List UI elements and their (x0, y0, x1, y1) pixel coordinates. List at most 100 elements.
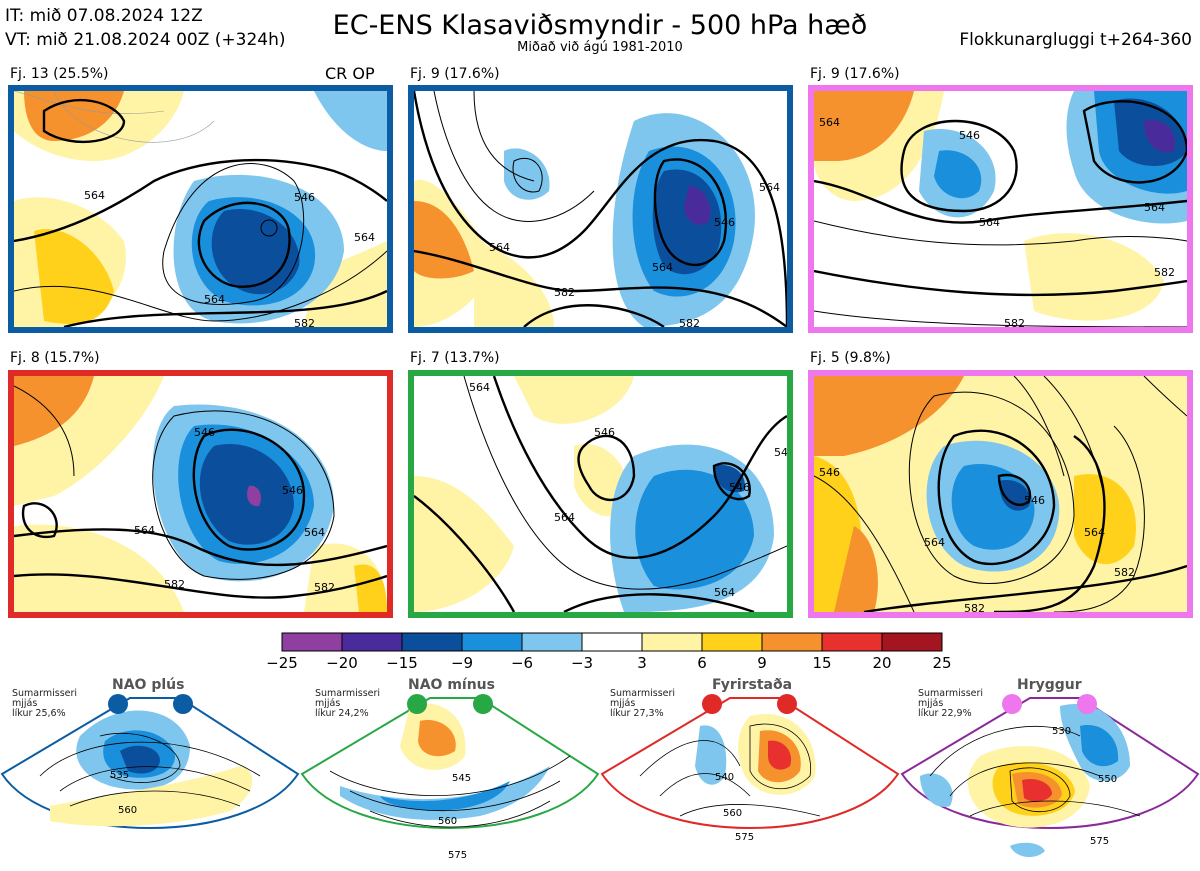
classification-window: Flokkunargluggi t+264-360 (959, 30, 1192, 50)
contour-label: 582 (1154, 266, 1175, 279)
contour-label: 564 (714, 586, 735, 599)
regime-dot (1002, 694, 1022, 714)
valid-time: VT: mið 21.08.2024 00Z (+324h) (5, 30, 286, 50)
contour-label: 582 (1114, 566, 1135, 579)
colorbar-cell (461, 632, 523, 652)
regime-info-line: Sumarmisseri (918, 688, 984, 699)
colorbar-cell (761, 632, 823, 652)
colorbar-tick-label: −20 (326, 654, 358, 672)
regime-dot (777, 694, 797, 714)
colorbar-tick-label: −3 (570, 654, 594, 672)
contour-label: 560 (438, 816, 457, 827)
page-title: EC-ENS Klasaviðsmyndir - 500 hPa hæð (332, 10, 868, 41)
colorbar-cell (881, 632, 943, 652)
regime-info-line: mjjás (12, 698, 38, 709)
contour-label: 545 (452, 773, 471, 784)
colorbar-cell (341, 632, 403, 652)
contour-label: 564 (489, 241, 510, 254)
contour-label: 564 (354, 231, 375, 244)
regime-info-line: líkur 24,2% (315, 708, 369, 719)
regime-dot (1077, 694, 1097, 714)
regime-info-line: mjjás (315, 698, 341, 709)
colorbar-tick-label: 9 (757, 654, 767, 672)
regime-title: Fyrirstaða (712, 677, 793, 693)
colorbar-cell (581, 632, 643, 652)
regime-dot (407, 694, 427, 714)
contour-label: 564 (759, 181, 780, 194)
contour-label: 582 (164, 578, 185, 591)
contour-label: 540 (715, 772, 734, 783)
regime-ridge: Sumarmisseri mjjás líkur 22,9% Hryggur 5… (900, 676, 1200, 871)
contour-label: 575 (735, 832, 754, 843)
cr-op-label: CR OP (325, 64, 375, 83)
contour-label: 564 (134, 524, 155, 537)
regime-info-line: líkur 27,3% (610, 708, 664, 719)
panel-2-label: Fj. 9 (17.6%) (410, 66, 500, 82)
regime-info-line: mjjás (918, 698, 944, 709)
regime-dot (702, 694, 722, 714)
regime-info-line: Sumarmisseri (12, 688, 78, 699)
contour-label: 582 (314, 581, 335, 594)
contour-label: 575 (1090, 836, 1109, 847)
colorbar-cell (701, 632, 763, 652)
contour-label: 564 (304, 526, 325, 539)
contour-label: 530 (1052, 726, 1071, 737)
cluster-map-2: 564 546 564 582 582 564 (408, 85, 793, 333)
cluster-map-6: 546 546 564 564 582 582 (808, 370, 1193, 618)
contour-label: 546 (194, 426, 215, 439)
colorbar-tick-label: −15 (386, 654, 418, 672)
colorbar-cell (401, 632, 463, 652)
colorbar-tick-label: 6 (697, 654, 707, 672)
colorbar-tick-label: −25 (266, 654, 298, 672)
init-time: IT: mið 07.08.2024 12Z (5, 6, 203, 26)
contour-label: 546 (714, 216, 735, 229)
contour-label: 564 (204, 293, 225, 306)
regime-dot (173, 694, 193, 714)
colorbar-tick-label: 20 (872, 654, 892, 672)
contour-label: 582 (1004, 317, 1025, 327)
contour-label: 550 (1098, 774, 1117, 785)
regime-info-line: mjjás (610, 698, 636, 709)
contour-label: 546 (774, 446, 787, 459)
contour-label: 582 (679, 317, 700, 327)
panel-4-label: Fj. 8 (15.7%) (10, 350, 100, 366)
contour-label: 546 (819, 466, 840, 479)
colorbar-tick-label: 15 (812, 654, 832, 672)
regime-dot (108, 694, 128, 714)
panel-3-label: Fj. 9 (17.6%) (810, 66, 900, 82)
colorbar (281, 632, 943, 652)
colorbar-cell (281, 632, 343, 652)
colorbar-cell (821, 632, 883, 652)
colorbar-tick-label: 3 (637, 654, 647, 672)
contour-label: 582 (294, 317, 315, 327)
panel-6-label: Fj. 5 (9.8%) (810, 350, 891, 366)
contour-label: 564 (819, 116, 840, 129)
cluster-map-5: 564 546 546 564 564 546 (408, 370, 793, 618)
regime-nao-plus: Sumarmisseri mjjás líkur 25,6% NAO plús … (0, 676, 300, 871)
regime-blocking: Sumarmisseri mjjás líkur 27,3% Fyrirstað… (600, 676, 900, 871)
colorbar-cell (521, 632, 583, 652)
contour-label: 575 (448, 850, 467, 861)
cluster-map-3: 564 546 564 564 582 582 (808, 85, 1193, 333)
regime-nao-minus: Sumarmisseri mjjás líkur 24,2% NAO mínus… (300, 676, 600, 871)
colorbar-cell (641, 632, 703, 652)
cluster-map-1: 564 546 564 564 582 (8, 85, 393, 333)
contour-label: 546 (294, 191, 315, 204)
contour-label: 564 (1144, 201, 1165, 214)
regime-dot (473, 694, 493, 714)
panel-1-label: Fj. 13 (25.5%) (10, 66, 109, 82)
colorbar-tick-label: −9 (450, 654, 474, 672)
contour-label: 582 (554, 286, 575, 299)
contour-label: 560 (723, 808, 742, 819)
contour-label: 582 (964, 602, 985, 612)
regime-title: NAO plús (112, 677, 185, 693)
regime-info-line: líkur 25,6% (12, 708, 66, 719)
regime-info-line: Sumarmisseri (610, 688, 676, 699)
regime-title: Hryggur (1017, 677, 1082, 693)
contour-label: 546 (959, 129, 980, 142)
contour-label: 560 (118, 805, 137, 816)
contour-label: 564 (979, 216, 1000, 229)
regime-info-line: líkur 22,9% (918, 708, 972, 719)
page-subtitle: Miðað við ágú 1981-2010 (517, 40, 683, 55)
contour-label: 564 (1084, 526, 1105, 539)
